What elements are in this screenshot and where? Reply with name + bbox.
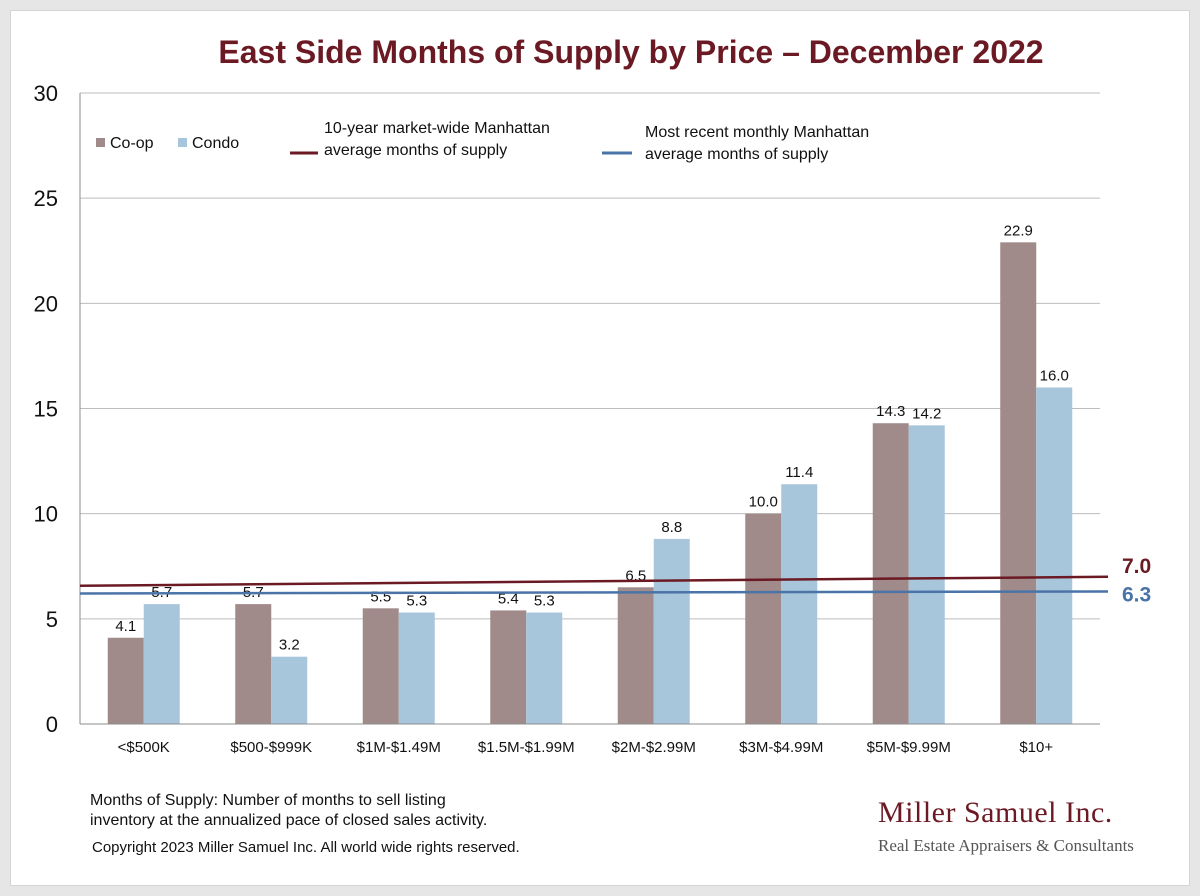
x-tick-label: $1.5M-$1.99M — [478, 739, 575, 756]
data-label: 11.4 — [785, 464, 813, 481]
bars: 4.15.7 5.73.25.5 5.3 5.4 5.36.58.810.011.414… — [107, 222, 1073, 724]
bar-co-op — [745, 513, 782, 724]
bar-co-op — [1000, 242, 1037, 724]
data-label: 14.3 — [876, 403, 905, 420]
brand-tagline: Real Estate Appraisers & Consultants — [878, 836, 1134, 855]
bar-co-op — [872, 423, 909, 724]
legend-swatch — [96, 138, 105, 147]
x-tick-label: $3M-$4.99M — [739, 739, 823, 756]
x-axis: <$500K $500-$999K $1M-$1.49M $1.5M-$1.99M $2… — [80, 723, 1100, 756]
bar-condo — [1036, 387, 1073, 724]
data-label: 16.0 — [1040, 367, 1069, 384]
y-tick-label: 25 — [34, 186, 58, 211]
y-tick-label: 10 — [34, 502, 58, 527]
footnote-line-2: inventory at the annualized pace of clos… — [90, 812, 488, 829]
data-label: 3.2 — [279, 637, 300, 654]
legend-label: Co-op — [110, 135, 154, 152]
legend: Co-op Condo 10-year market-wide Manhattan a… — [96, 120, 869, 163]
x-tick-label: $1M-$1.49M — [357, 739, 441, 756]
legend-label: Most recent monthly Manhattan — [645, 124, 869, 141]
bar-co-op — [235, 604, 272, 724]
x-tick-label: <$500K — [118, 739, 170, 756]
legend-label: average months of supply — [324, 142, 507, 159]
data-label: 5.3 — [534, 593, 555, 610]
bar-condo — [398, 612, 435, 724]
data-label: 5.4 — [498, 590, 519, 607]
bar-condo — [908, 425, 945, 724]
data-label: 10.0 — [749, 494, 778, 511]
gridlines — [80, 92, 1100, 620]
reference-lines: 7.06.3 — [79, 555, 1151, 606]
x-tick-label: $500-$999K — [230, 739, 312, 756]
chart-title: East Side Months of Supply by Price – De… — [218, 34, 1044, 70]
reference-line — [79, 590, 1109, 595]
data-label: 8.8 — [661, 519, 682, 536]
y-tick-label: 5 — [46, 607, 58, 632]
reference-line — [79, 575, 1109, 588]
data-label: 5.3 — [406, 593, 427, 610]
x-tick-label: $5M-$9.99M — [867, 739, 951, 756]
footnote-line-1: Months of Supply: Number of months to se… — [90, 792, 446, 809]
y-tick-label: 30 — [34, 81, 58, 106]
chart-frame — [10, 10, 1190, 886]
bar-condo — [271, 656, 308, 724]
bar-condo — [781, 484, 818, 724]
data-label: 4.1 — [115, 618, 136, 635]
y-tick-label: 15 — [34, 397, 58, 422]
legend-label: average months of supply — [645, 146, 828, 163]
y-axis: 0 5 10 15 20 25 30 — [34, 81, 81, 737]
reference-line-value: 6.3 — [1122, 583, 1151, 606]
x-tick-label: $10+ — [1019, 739, 1053, 756]
footnote: Months of Supply: Number of months to se… — [90, 791, 487, 831]
data-label: 5.5 — [370, 588, 391, 605]
legend-label: 10-year market-wide Manhattan — [324, 120, 550, 137]
bar-condo — [653, 538, 690, 724]
data-label: 22.9 — [1004, 222, 1033, 239]
bar-co-op — [107, 637, 144, 724]
bar-co-op — [362, 608, 399, 724]
bar-co-op — [617, 587, 654, 724]
y-tick-label: 0 — [46, 712, 58, 737]
y-tick-label: 20 — [34, 291, 58, 316]
legend-label: Condo — [192, 135, 239, 152]
data-label: 14.2 — [912, 405, 941, 422]
copyright: Copyright 2023 Miller Samuel Inc. All wo… — [92, 839, 520, 856]
brand-logo: Miller Samuel Inc. — [878, 796, 1113, 829]
x-tick-label: $2M-$2.99M — [612, 739, 696, 756]
bar-condo — [143, 604, 180, 724]
legend-swatch — [178, 138, 187, 147]
reference-line-value: 7.0 — [1122, 555, 1151, 578]
bar-condo — [526, 612, 563, 724]
bar-co-op — [490, 610, 527, 724]
